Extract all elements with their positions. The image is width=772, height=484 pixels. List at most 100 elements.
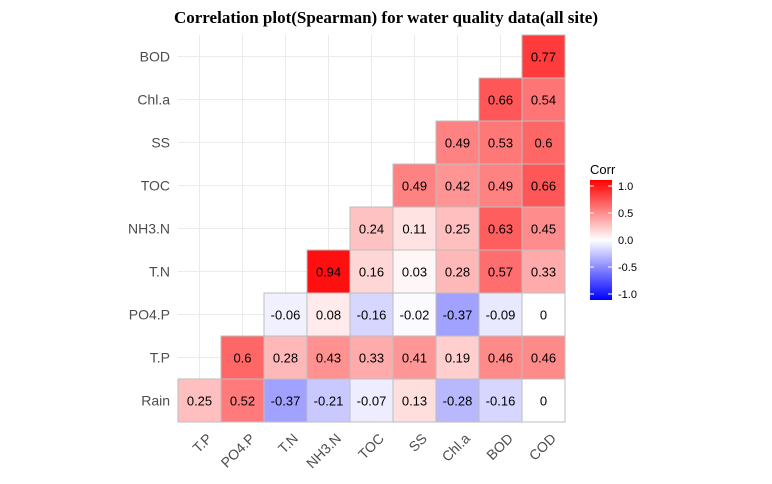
legend-tick-label: -1.0 <box>618 289 637 301</box>
cell-value-label: -0.02 <box>400 308 430 323</box>
cell-value-label: 0.13 <box>402 394 427 409</box>
x-tick-label: Chl.a <box>439 430 474 465</box>
y-tick-label: Rain <box>141 393 170 409</box>
heatmap-cell <box>521 292 566 337</box>
legend-colorbar <box>590 180 612 300</box>
heatmap-cell <box>220 335 265 380</box>
cell-value-label: 0.66 <box>488 93 513 108</box>
cell-value-label: 0.49 <box>445 136 470 151</box>
heatmap-cell <box>435 206 480 251</box>
y-tick-label: T.N <box>149 264 170 280</box>
cell-value-label: -0.28 <box>443 394 473 409</box>
legend-tick-label: 1.0 <box>618 181 633 193</box>
legend-tick-label: 0.0 <box>618 235 633 247</box>
heatmap-cell <box>349 206 394 251</box>
cell-value-label: 0.43 <box>316 351 341 366</box>
heatmap-cell <box>392 206 437 251</box>
x-tick-label: PO4.P <box>217 430 257 470</box>
heatmap-cell <box>435 335 480 380</box>
cell-value-label: 0.57 <box>488 265 513 280</box>
cell-value-label: 0.53 <box>488 136 513 151</box>
cell-value-label: 0.6 <box>233 351 251 366</box>
y-tick-label: Chl.a <box>137 92 170 108</box>
cell-value-label: 0.49 <box>488 179 513 194</box>
cell-value-label: 0.6 <box>534 136 552 151</box>
cell-value-label: -0.09 <box>486 308 516 323</box>
heatmap-cell <box>521 249 566 294</box>
cell-value-label: 0.52 <box>230 394 255 409</box>
cell-value-label: 0.94 <box>316 265 341 280</box>
y-tick-label: SS <box>151 135 170 151</box>
cell-value-label: -0.37 <box>443 308 473 323</box>
x-axis-ticks: T.P PO4.P T.N NH3.N TOC SS Chl.a BOD COD <box>189 430 559 471</box>
heatmap-cell <box>435 292 480 337</box>
heatmap-cell <box>392 378 437 423</box>
cell-value-label: 0.41 <box>402 351 427 366</box>
y-tick-label: PO4.P <box>129 307 170 323</box>
x-tick-label: T.N <box>275 430 301 456</box>
cell-value-label: 0.25 <box>187 394 212 409</box>
cell-value-label: 0.24 <box>359 222 384 237</box>
heatmap-cell <box>521 34 566 79</box>
heatmap-cell <box>435 120 480 165</box>
heatmap-cell <box>349 292 394 337</box>
legend-tick-label: 0.5 <box>618 208 633 220</box>
heatmap-cell <box>263 292 308 337</box>
cell-value-label: 0.46 <box>488 351 513 366</box>
heatmap-cell <box>349 335 394 380</box>
cell-labels: 0.25 0.52 -0.37 -0.21 -0.07 0.13 -0.28 -0.16 0 0.… <box>187 50 556 409</box>
legend-ticks: 1.0 0.5 0.0 -0.5 -1.0 <box>590 181 637 301</box>
heatmap-cell <box>478 335 523 380</box>
cell-value-label: 0.33 <box>359 351 384 366</box>
cell-value-label: 0.11 <box>402 222 426 237</box>
cell-value-label: -0.16 <box>486 394 516 409</box>
cell-value-label: 0.25 <box>445 222 470 237</box>
cell-value-label: 0 <box>540 394 547 409</box>
x-tick-label: T.P <box>189 430 215 456</box>
heatmap-cell <box>392 249 437 294</box>
cell-value-label: 0.16 <box>359 265 384 280</box>
cell-value-label: 0.63 <box>488 222 513 237</box>
cell-value-label: -0.07 <box>357 394 387 409</box>
x-tick-label: COD <box>526 430 559 463</box>
cell-value-label: 0.28 <box>445 265 470 280</box>
cell-value-label: 0.03 <box>402 265 427 280</box>
cell-value-label: -0.16 <box>357 308 387 323</box>
y-tick-label: TOC <box>141 178 170 194</box>
y-tick-label: NH3.N <box>128 221 170 237</box>
x-tick-label: SS <box>405 430 430 455</box>
heatmap-cell <box>306 378 351 423</box>
cell-value-label: -0.37 <box>271 394 301 409</box>
cell-value-label: -0.21 <box>314 394 344 409</box>
heatmap-cell <box>392 163 437 208</box>
legend-title: Corr <box>590 162 616 177</box>
x-tick-label: TOC <box>355 430 387 462</box>
cell-value-label: 0.46 <box>531 351 556 366</box>
heatmap-cell <box>521 335 566 380</box>
heatmap-cells <box>177 34 566 423</box>
chart-title: Correlation plot(Spearman) for water qua… <box>174 8 598 27</box>
cell-value-label: 0.49 <box>402 179 427 194</box>
cell-value-label: 0.45 <box>531 222 556 237</box>
cell-value-label: 0.54 <box>531 93 556 108</box>
heatmap-cell <box>478 249 523 294</box>
heatmap-cell <box>392 335 437 380</box>
color-legend: Corr 1.0 0.5 0.0 -0.5 -1.0 <box>590 162 637 301</box>
cell-value-label: 0.33 <box>531 265 556 280</box>
heatmap-cell <box>306 335 351 380</box>
cell-value-label: 0 <box>540 308 547 323</box>
cell-value-label: 0.19 <box>445 351 470 366</box>
heatmap-cell <box>478 292 523 337</box>
heatmap-cell <box>306 249 351 294</box>
cell-value-label: 0.66 <box>531 179 556 194</box>
cell-value-label: 0.42 <box>445 179 470 194</box>
x-tick-label: BOD <box>483 430 516 463</box>
cell-value-label: 0.08 <box>316 308 341 323</box>
x-tick-label: NH3.N <box>303 430 344 471</box>
heatmap-cell <box>306 292 351 337</box>
cell-value-label: 0.77 <box>531 50 556 65</box>
heatmap-cell <box>521 378 566 423</box>
legend-tick-label: -0.5 <box>618 262 637 274</box>
y-tick-label: T.P <box>150 350 170 366</box>
